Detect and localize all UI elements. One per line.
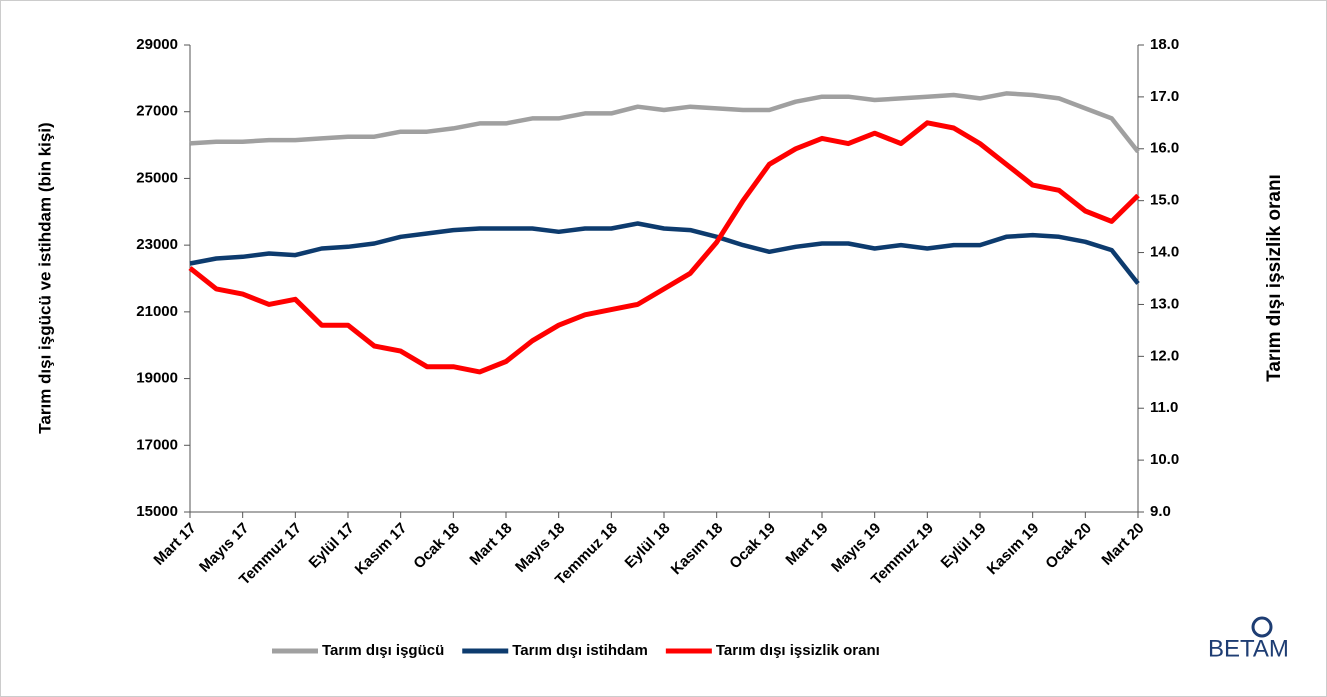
y2-tick-label: 13.0 <box>1150 295 1179 312</box>
logo: BETAM <box>1208 635 1289 662</box>
y2-tick-label: 14.0 <box>1150 244 1179 261</box>
y-tick-label: 19000 <box>136 370 178 387</box>
series-line <box>189 91 1140 154</box>
series-line <box>188 120 1140 375</box>
legend-label: Tarım dışı işsizlik oranı <box>716 642 880 659</box>
legend-label: Tarım dışı istihdam <box>512 642 648 659</box>
y2-tick-label: 18.0 <box>1150 36 1179 53</box>
legend-label: Tarım dışı işgücü <box>322 642 444 659</box>
y-tick-label: 27000 <box>136 103 178 120</box>
y-tick-label: 23000 <box>136 236 178 253</box>
y2-tick-label: 15.0 <box>1150 192 1179 209</box>
y2-tick-label: 12.0 <box>1150 347 1179 364</box>
y-tick-label: 25000 <box>136 169 178 186</box>
y2-axis-label: Tarım dışı işsizlik oranı <box>1264 174 1285 382</box>
y2-tick-label: 11.0 <box>1150 399 1178 416</box>
y2-tick-label: 17.0 <box>1150 88 1179 105</box>
y-axis-label: Tarım dışı işgücü ve istihdam (bin kişi) <box>35 122 54 433</box>
y-tick-label: 21000 <box>136 303 178 320</box>
y2-tick-label: 9.0 <box>1150 503 1171 520</box>
y-tick-label: 29000 <box>136 36 178 53</box>
y-tick-label: 15000 <box>136 503 178 520</box>
y-tick-label: 17000 <box>136 436 178 453</box>
logo-icon <box>1251 616 1273 638</box>
y2-tick-label: 10.0 <box>1150 451 1179 468</box>
series-line <box>189 221 1140 285</box>
y2-tick-label: 16.0 <box>1150 140 1179 157</box>
